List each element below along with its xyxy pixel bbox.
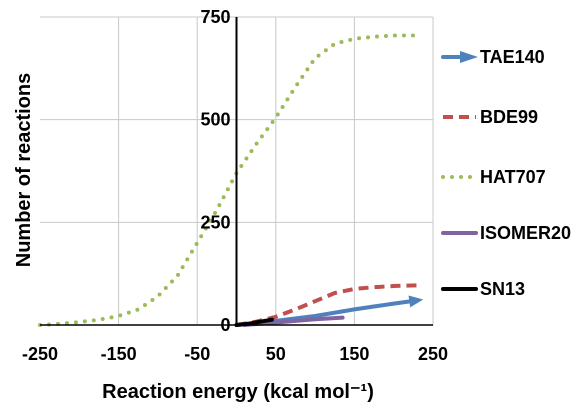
y-tick-label: 500 <box>200 110 230 130</box>
x-tick-label: -250 <box>22 344 58 364</box>
legend-item-hat707: HAT707 <box>441 167 546 187</box>
x-tick-label: -150 <box>101 344 137 364</box>
legend-label: TAE140 <box>480 47 545 67</box>
series-line-bde99 <box>236 283 422 327</box>
legend-label: SN13 <box>480 279 525 299</box>
legend-arrowhead <box>460 51 478 63</box>
y-tick-label: 750 <box>200 7 230 27</box>
x-tick-label: 150 <box>339 344 369 364</box>
x-tick-label: -50 <box>184 344 210 364</box>
series-layer <box>38 33 424 327</box>
legend-item-isomer20: ISOMER20 <box>441 223 571 243</box>
x-axis-title: Reaction energy (kcal mol⁻¹) <box>102 381 374 403</box>
series-line-isomer20 <box>242 315 345 327</box>
legend-label: BDE99 <box>480 107 538 127</box>
x-tick-label: 50 <box>266 344 286 364</box>
y-tick-label: 250 <box>200 212 230 232</box>
legend-item-tae140: TAE140 <box>441 47 545 67</box>
axes <box>40 17 433 326</box>
legend-label: ISOMER20 <box>480 223 571 243</box>
y-tick-label: 0 <box>220 315 230 335</box>
legend-item-bde99: BDE99 <box>443 107 538 127</box>
series-arrowhead-tae140 <box>408 295 424 308</box>
tick-labels: -250 -150 -50 50 150 250 0 250 500 750 <box>22 7 448 364</box>
legend-label: HAT707 <box>480 167 546 187</box>
legend: TAE140 BDE99 HAT707 ISOMER20 SN13 <box>441 47 571 299</box>
x-tick-label: 250 <box>418 344 448 364</box>
y-axis-title: Number of reactions <box>13 73 35 267</box>
series-line-hat707 <box>38 33 424 327</box>
legend-item-sn13: SN13 <box>441 279 525 299</box>
